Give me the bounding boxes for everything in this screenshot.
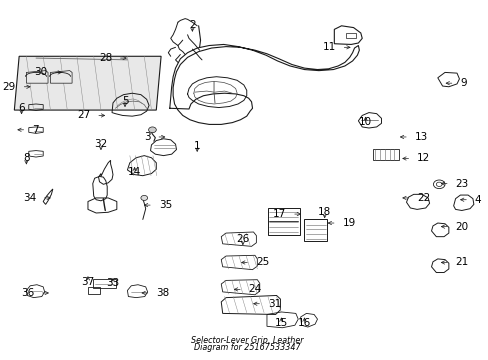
Text: 8: 8	[23, 153, 30, 163]
Polygon shape	[14, 56, 161, 110]
Text: 3: 3	[143, 132, 150, 142]
Text: 30: 30	[34, 67, 47, 77]
Text: Selector-Lever Grip, Leather: Selector-Lever Grip, Leather	[191, 336, 304, 345]
Text: 15: 15	[274, 318, 287, 328]
Text: 2: 2	[189, 21, 195, 30]
Text: 25: 25	[255, 257, 268, 267]
Text: 5: 5	[122, 96, 128, 106]
Text: 27: 27	[77, 111, 90, 121]
Text: 22: 22	[416, 193, 429, 203]
Text: 1: 1	[193, 140, 200, 150]
Text: 9: 9	[460, 78, 466, 88]
Bar	[88, 287, 100, 294]
Polygon shape	[26, 71, 48, 83]
Text: 14: 14	[128, 167, 141, 177]
Text: 16: 16	[297, 318, 310, 328]
Text: Diagram for 25167533347: Diagram for 25167533347	[194, 343, 301, 352]
Text: 38: 38	[156, 288, 169, 298]
Text: 21: 21	[455, 257, 468, 267]
Text: 17: 17	[272, 209, 285, 219]
Text: 36: 36	[21, 288, 34, 298]
Bar	[93, 279, 116, 288]
Text: 4: 4	[474, 195, 481, 205]
Polygon shape	[50, 71, 72, 83]
Text: 13: 13	[414, 132, 427, 142]
Text: 29: 29	[2, 82, 16, 92]
Circle shape	[148, 127, 156, 133]
Text: 33: 33	[106, 278, 120, 288]
Text: 32: 32	[94, 139, 107, 149]
Text: 7: 7	[32, 125, 39, 135]
Text: 26: 26	[236, 234, 249, 244]
Text: 6: 6	[18, 103, 25, 113]
Text: 10: 10	[358, 117, 371, 127]
Text: 24: 24	[248, 284, 262, 294]
Text: 11: 11	[322, 42, 335, 52]
Text: 37: 37	[81, 276, 94, 287]
Bar	[346, 33, 355, 39]
Circle shape	[141, 195, 147, 201]
Text: 19: 19	[342, 218, 355, 228]
Text: 18: 18	[317, 207, 331, 217]
Text: 28: 28	[99, 53, 112, 63]
Text: 20: 20	[455, 222, 468, 231]
Text: 35: 35	[159, 200, 172, 210]
Text: 23: 23	[455, 179, 468, 189]
Text: 12: 12	[416, 153, 429, 163]
Bar	[372, 149, 399, 160]
Text: 34: 34	[23, 193, 36, 203]
Text: 31: 31	[267, 299, 281, 309]
